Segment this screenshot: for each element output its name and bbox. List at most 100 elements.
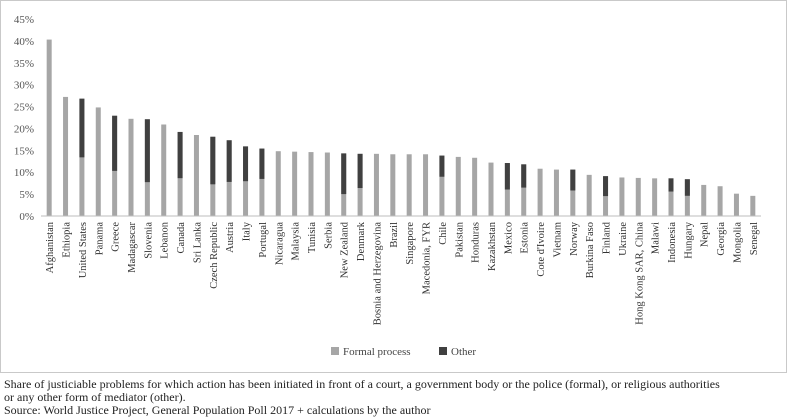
bar-other: [243, 146, 249, 182]
x-tick-label: Burkina Faso: [585, 222, 596, 278]
bar: [341, 153, 347, 216]
x-tick-label: Austria: [225, 222, 236, 253]
bar-formal-process: [259, 148, 265, 216]
figure-caption-line-1: Share of justiciable problems for which …: [4, 377, 720, 391]
source-note: Source: World Justice Project, General P…: [4, 403, 431, 417]
bar-formal-process: [308, 152, 314, 216]
bar: [553, 169, 559, 216]
bar-chart: 0% 5% 10% 15% 20% 25% 30% 35% 40% 45% Afghanistan…: [14, 14, 761, 358]
legend-label: Formal process: [343, 346, 411, 358]
bar-formal-process: [193, 135, 199, 216]
bar: [439, 155, 445, 216]
legend-swatch: [331, 347, 339, 355]
bar: [733, 193, 739, 216]
bar-formal-process: [390, 154, 396, 216]
bar: [259, 148, 265, 216]
bar-formal-process: [46, 39, 52, 216]
bar-formal-process: [275, 151, 281, 216]
x-tick-label: Mongolia: [732, 222, 743, 263]
bar: [292, 151, 298, 216]
bar: [472, 157, 478, 216]
x-tick-label: Greece: [111, 222, 122, 252]
bar: [635, 177, 641, 216]
bar: [603, 176, 609, 216]
y-tick-label: 25%: [14, 102, 34, 114]
legend-label: Other: [451, 346, 476, 358]
bar-formal-process: [324, 152, 330, 216]
x-tick-label: Honduras: [471, 222, 482, 263]
x-tick-label: Indonesia: [667, 222, 678, 263]
x-tick-label: Sri Lanka: [192, 222, 203, 263]
bar-formal-process: [668, 178, 674, 216]
bar-other: [112, 115, 118, 171]
y-tick-label: 0%: [19, 211, 34, 223]
bar: [177, 131, 183, 216]
bar: [488, 162, 494, 216]
x-tick-label: Slovenia: [143, 222, 154, 259]
x-tick-label: Canada: [176, 222, 187, 254]
x-tick-label: Singapore: [405, 222, 416, 265]
x-tick-label: Norway: [569, 221, 580, 256]
bar: [144, 119, 150, 216]
bar-formal-process: [733, 193, 739, 216]
bar-other: [504, 163, 510, 190]
bar: [537, 168, 543, 216]
bar-formal-process: [292, 151, 298, 216]
bar: [504, 163, 510, 216]
bar: [193, 135, 199, 216]
bar: [226, 140, 232, 216]
bar: [128, 118, 134, 216]
x-tick-label: Georgia: [716, 222, 727, 256]
x-tick-label: Mexico: [503, 222, 514, 254]
bar: [586, 174, 592, 216]
x-tick-label: Malawi: [651, 222, 662, 254]
bar: [275, 151, 281, 216]
bar-formal-process: [439, 155, 445, 216]
bars: [46, 39, 756, 216]
bar: [684, 179, 690, 216]
x-tick-label: Vietnam: [552, 222, 563, 258]
bar: [357, 153, 363, 216]
x-tick-label: Bosnia and Herzegovina: [372, 222, 383, 326]
bar: [390, 154, 396, 216]
y-tick-label: 45%: [14, 14, 34, 26]
x-tick-label: Chile: [438, 222, 449, 245]
x-tick-label: Lebanon: [160, 221, 171, 258]
bar: [570, 169, 576, 216]
y-tick-label: 30%: [14, 80, 34, 92]
bar: [79, 98, 85, 216]
figure-caption-line-2: or any other form of mediator (other).: [4, 390, 186, 404]
bar-other: [144, 119, 150, 183]
bar-formal-process: [423, 154, 429, 216]
x-tick-label: Cote d'Ivoire: [536, 222, 547, 277]
bar-other: [210, 136, 216, 185]
y-tick-label: 35%: [14, 58, 34, 70]
bar: [243, 146, 249, 216]
bar-formal-process: [488, 162, 494, 216]
bar: [521, 164, 527, 216]
x-tick-label: Kazakhstan: [487, 221, 498, 271]
y-tick-label: 40%: [14, 36, 34, 48]
x-tick-label: Hungary: [683, 221, 694, 258]
x-tick-label: Nicaragua: [274, 222, 285, 265]
bar-formal-process: [406, 154, 412, 216]
bar-formal-process: [472, 157, 478, 216]
bar: [619, 177, 625, 216]
bar-formal-process: [635, 177, 641, 216]
bar-formal-process: [750, 195, 756, 216]
x-tick-label: Serbia: [323, 222, 334, 249]
bar-other: [79, 98, 85, 158]
x-tick-label: United States: [78, 222, 89, 278]
bar-other: [357, 153, 363, 189]
x-tick-label: Finland: [602, 221, 613, 254]
bar: [46, 39, 52, 216]
x-tick-label: Madagascar: [127, 222, 138, 273]
bar: [210, 136, 216, 216]
bar-formal-process: [603, 176, 609, 216]
bar-other: [570, 169, 576, 191]
x-tick-label: Brazil: [389, 222, 400, 248]
bar-formal-process: [95, 107, 101, 216]
x-tick-label: Hong Kong SAR, China: [634, 222, 645, 325]
bar-other: [439, 155, 445, 177]
y-axis: 0% 5% 10% 15% 20% 25% 30% 35% 40% 45%: [14, 14, 34, 223]
